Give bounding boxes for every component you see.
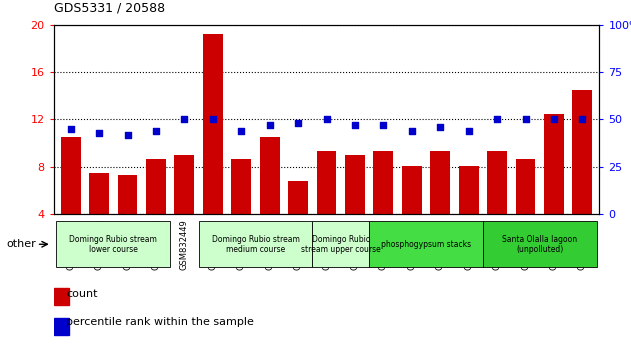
Text: Domingo Rubio stream
lower course: Domingo Rubio stream lower course — [69, 235, 157, 254]
Point — [379, 122, 389, 128]
Bar — [117, 175, 138, 262]
Bar — [199, 221, 312, 267]
Point — [407, 128, 417, 134]
Bar — [483, 221, 596, 267]
Bar — [312, 221, 369, 267]
Point — [151, 128, 161, 134]
Text: Domingo Rubio stream
medium course: Domingo Rubio stream medium course — [211, 235, 300, 254]
Bar — [146, 159, 166, 262]
Point — [435, 124, 445, 130]
Bar — [487, 152, 507, 262]
Point — [577, 116, 587, 122]
Point — [122, 132, 133, 137]
Bar — [288, 181, 308, 262]
Text: percentile rank within the sample: percentile rank within the sample — [66, 317, 254, 327]
Bar — [174, 155, 194, 262]
Point — [179, 116, 189, 122]
Bar — [57, 221, 170, 267]
Point — [464, 128, 474, 134]
Bar — [232, 159, 251, 262]
Point — [293, 120, 303, 126]
Bar — [54, 288, 69, 305]
Point — [350, 122, 360, 128]
Point — [492, 116, 502, 122]
Point — [236, 128, 246, 134]
Text: Santa Olalla lagoon
(unpolluted): Santa Olalla lagoon (unpolluted) — [502, 235, 577, 254]
Bar — [544, 114, 564, 262]
Bar — [203, 34, 223, 262]
Text: count: count — [66, 289, 98, 299]
Bar — [317, 152, 336, 262]
Point — [549, 116, 559, 122]
Bar — [459, 166, 479, 262]
Bar — [430, 152, 450, 262]
Bar — [572, 90, 593, 262]
Text: other: other — [6, 239, 36, 249]
Bar — [516, 159, 536, 262]
Bar — [61, 137, 81, 262]
Bar — [369, 221, 483, 267]
Bar — [374, 152, 393, 262]
Point — [66, 126, 76, 132]
Point — [321, 116, 332, 122]
Bar — [89, 173, 109, 262]
Bar — [260, 137, 280, 262]
Point — [521, 116, 531, 122]
Bar — [345, 155, 365, 262]
Text: GDS5331 / 20588: GDS5331 / 20588 — [54, 2, 165, 15]
Bar — [402, 166, 422, 262]
Text: Domingo Rubio
stream upper course: Domingo Rubio stream upper course — [301, 235, 380, 254]
Text: phosphogypsum stacks: phosphogypsum stacks — [381, 240, 471, 249]
Point — [264, 122, 274, 128]
Bar — [54, 318, 69, 335]
Point — [208, 116, 218, 122]
Point — [94, 130, 104, 136]
